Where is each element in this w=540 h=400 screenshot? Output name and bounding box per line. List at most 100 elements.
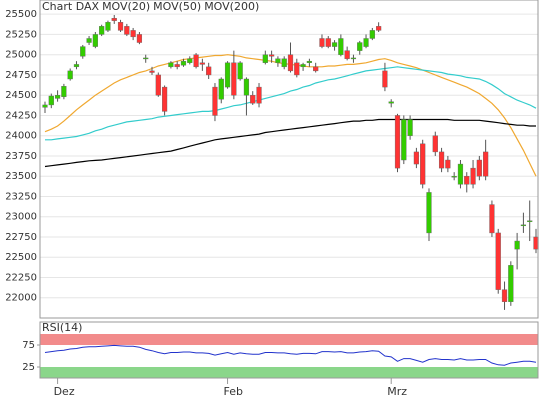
y-tick-label: 25250 bbox=[5, 29, 37, 40]
rsi-line bbox=[44, 344, 537, 366]
candle-body bbox=[111, 18, 117, 21]
y-tick-label: 24750 bbox=[5, 70, 37, 81]
candle-body bbox=[376, 26, 382, 31]
candle-body bbox=[224, 62, 231, 88]
candle-body bbox=[300, 64, 306, 68]
y-tick-label: 25 bbox=[22, 362, 35, 373]
candle-body bbox=[294, 62, 300, 76]
candle-body bbox=[168, 62, 174, 68]
rsi-zone bbox=[40, 367, 538, 378]
candle-body bbox=[67, 70, 73, 80]
legend-entry: MOV(200) bbox=[204, 0, 259, 13]
candle-body bbox=[413, 151, 419, 165]
candle-body bbox=[331, 42, 338, 47]
candle-body bbox=[187, 58, 193, 63]
candle-body bbox=[130, 30, 136, 38]
candle-body bbox=[54, 94, 61, 99]
legend-entry: MOV(20) bbox=[102, 0, 150, 13]
candle-body bbox=[501, 289, 508, 302]
candle-body bbox=[520, 224, 527, 227]
candle-body bbox=[420, 143, 426, 185]
candle-body bbox=[508, 265, 514, 302]
panel-frame bbox=[39, 321, 539, 379]
panel-title: RSI(14) bbox=[42, 321, 82, 334]
y-tick-label: 23000 bbox=[5, 212, 37, 223]
candle-body bbox=[124, 26, 130, 35]
candle-body bbox=[73, 64, 80, 68]
y-tick-label: 25500 bbox=[5, 9, 37, 20]
candle-body bbox=[388, 101, 394, 104]
legend-entry: MOV(50) bbox=[153, 0, 201, 13]
x-tick-label: Feb bbox=[224, 385, 243, 398]
candle-body bbox=[231, 62, 237, 96]
candle-body bbox=[212, 86, 218, 116]
candle-body bbox=[155, 74, 161, 96]
x-tick-label: Mrz bbox=[387, 385, 407, 398]
y-tick-label: 23500 bbox=[5, 171, 37, 182]
y-tick-label: 75 bbox=[22, 340, 35, 351]
candle-body bbox=[350, 57, 357, 60]
candle-body bbox=[143, 57, 149, 60]
y-tick-label: 22000 bbox=[5, 293, 37, 304]
candle-body bbox=[92, 34, 98, 47]
candle-body bbox=[149, 70, 155, 73]
candle-body bbox=[250, 94, 256, 104]
candle-body bbox=[117, 22, 124, 31]
candle-body bbox=[281, 58, 287, 68]
candle-body bbox=[193, 54, 199, 68]
y-tick-label: 25000 bbox=[5, 50, 37, 61]
candle-body bbox=[269, 54, 275, 57]
y-tick-label: 23250 bbox=[5, 191, 37, 202]
candle-body bbox=[338, 38, 344, 55]
candle-body bbox=[313, 66, 319, 72]
candle-body bbox=[325, 38, 331, 47]
candle-body bbox=[180, 60, 187, 66]
candle-body bbox=[199, 62, 205, 65]
candle-body bbox=[262, 54, 268, 63]
candle-body bbox=[256, 86, 262, 104]
candle-body bbox=[99, 26, 105, 35]
candle-body bbox=[275, 58, 281, 63]
x-tick-label: Dez bbox=[54, 385, 75, 398]
y-tick-label: 22250 bbox=[5, 272, 37, 283]
candle-body bbox=[162, 86, 168, 112]
candle-body bbox=[394, 115, 401, 169]
candle-body bbox=[48, 95, 54, 106]
candle-body bbox=[401, 119, 407, 161]
y-tick-label: 23750 bbox=[5, 151, 37, 162]
y-tick-label: 22750 bbox=[5, 232, 37, 243]
candle-body bbox=[382, 70, 388, 88]
candle-body bbox=[489, 204, 495, 234]
candle-body bbox=[206, 66, 212, 76]
candle-body bbox=[432, 135, 438, 153]
y-tick-label: 24000 bbox=[5, 131, 37, 142]
candle-body bbox=[464, 176, 470, 185]
candle-body bbox=[136, 34, 143, 43]
candle-body bbox=[218, 78, 224, 100]
candle-body bbox=[319, 38, 325, 47]
y-tick-label: 24500 bbox=[5, 90, 37, 101]
candle-body bbox=[105, 22, 111, 31]
candle-body bbox=[287, 54, 294, 72]
chart-title: Chart DAX bbox=[42, 0, 100, 13]
candle-body bbox=[495, 232, 501, 290]
candle-body bbox=[174, 64, 180, 68]
candle-body bbox=[457, 163, 464, 185]
candle-body bbox=[86, 38, 92, 43]
moving-average-line bbox=[45, 66, 537, 141]
candle-body bbox=[357, 42, 363, 51]
candle-body bbox=[80, 46, 86, 57]
y-tick-label: 22500 bbox=[5, 252, 37, 263]
rsi-zone bbox=[40, 334, 538, 345]
candle-body bbox=[445, 159, 451, 169]
candle-body bbox=[407, 119, 413, 136]
candle-body bbox=[476, 159, 482, 177]
candle-body bbox=[514, 240, 520, 250]
candle-body bbox=[451, 176, 457, 178]
candle-body bbox=[344, 50, 350, 59]
moving-average-line bbox=[44, 118, 536, 168]
candle-body bbox=[237, 62, 243, 80]
candle-body bbox=[426, 192, 432, 234]
